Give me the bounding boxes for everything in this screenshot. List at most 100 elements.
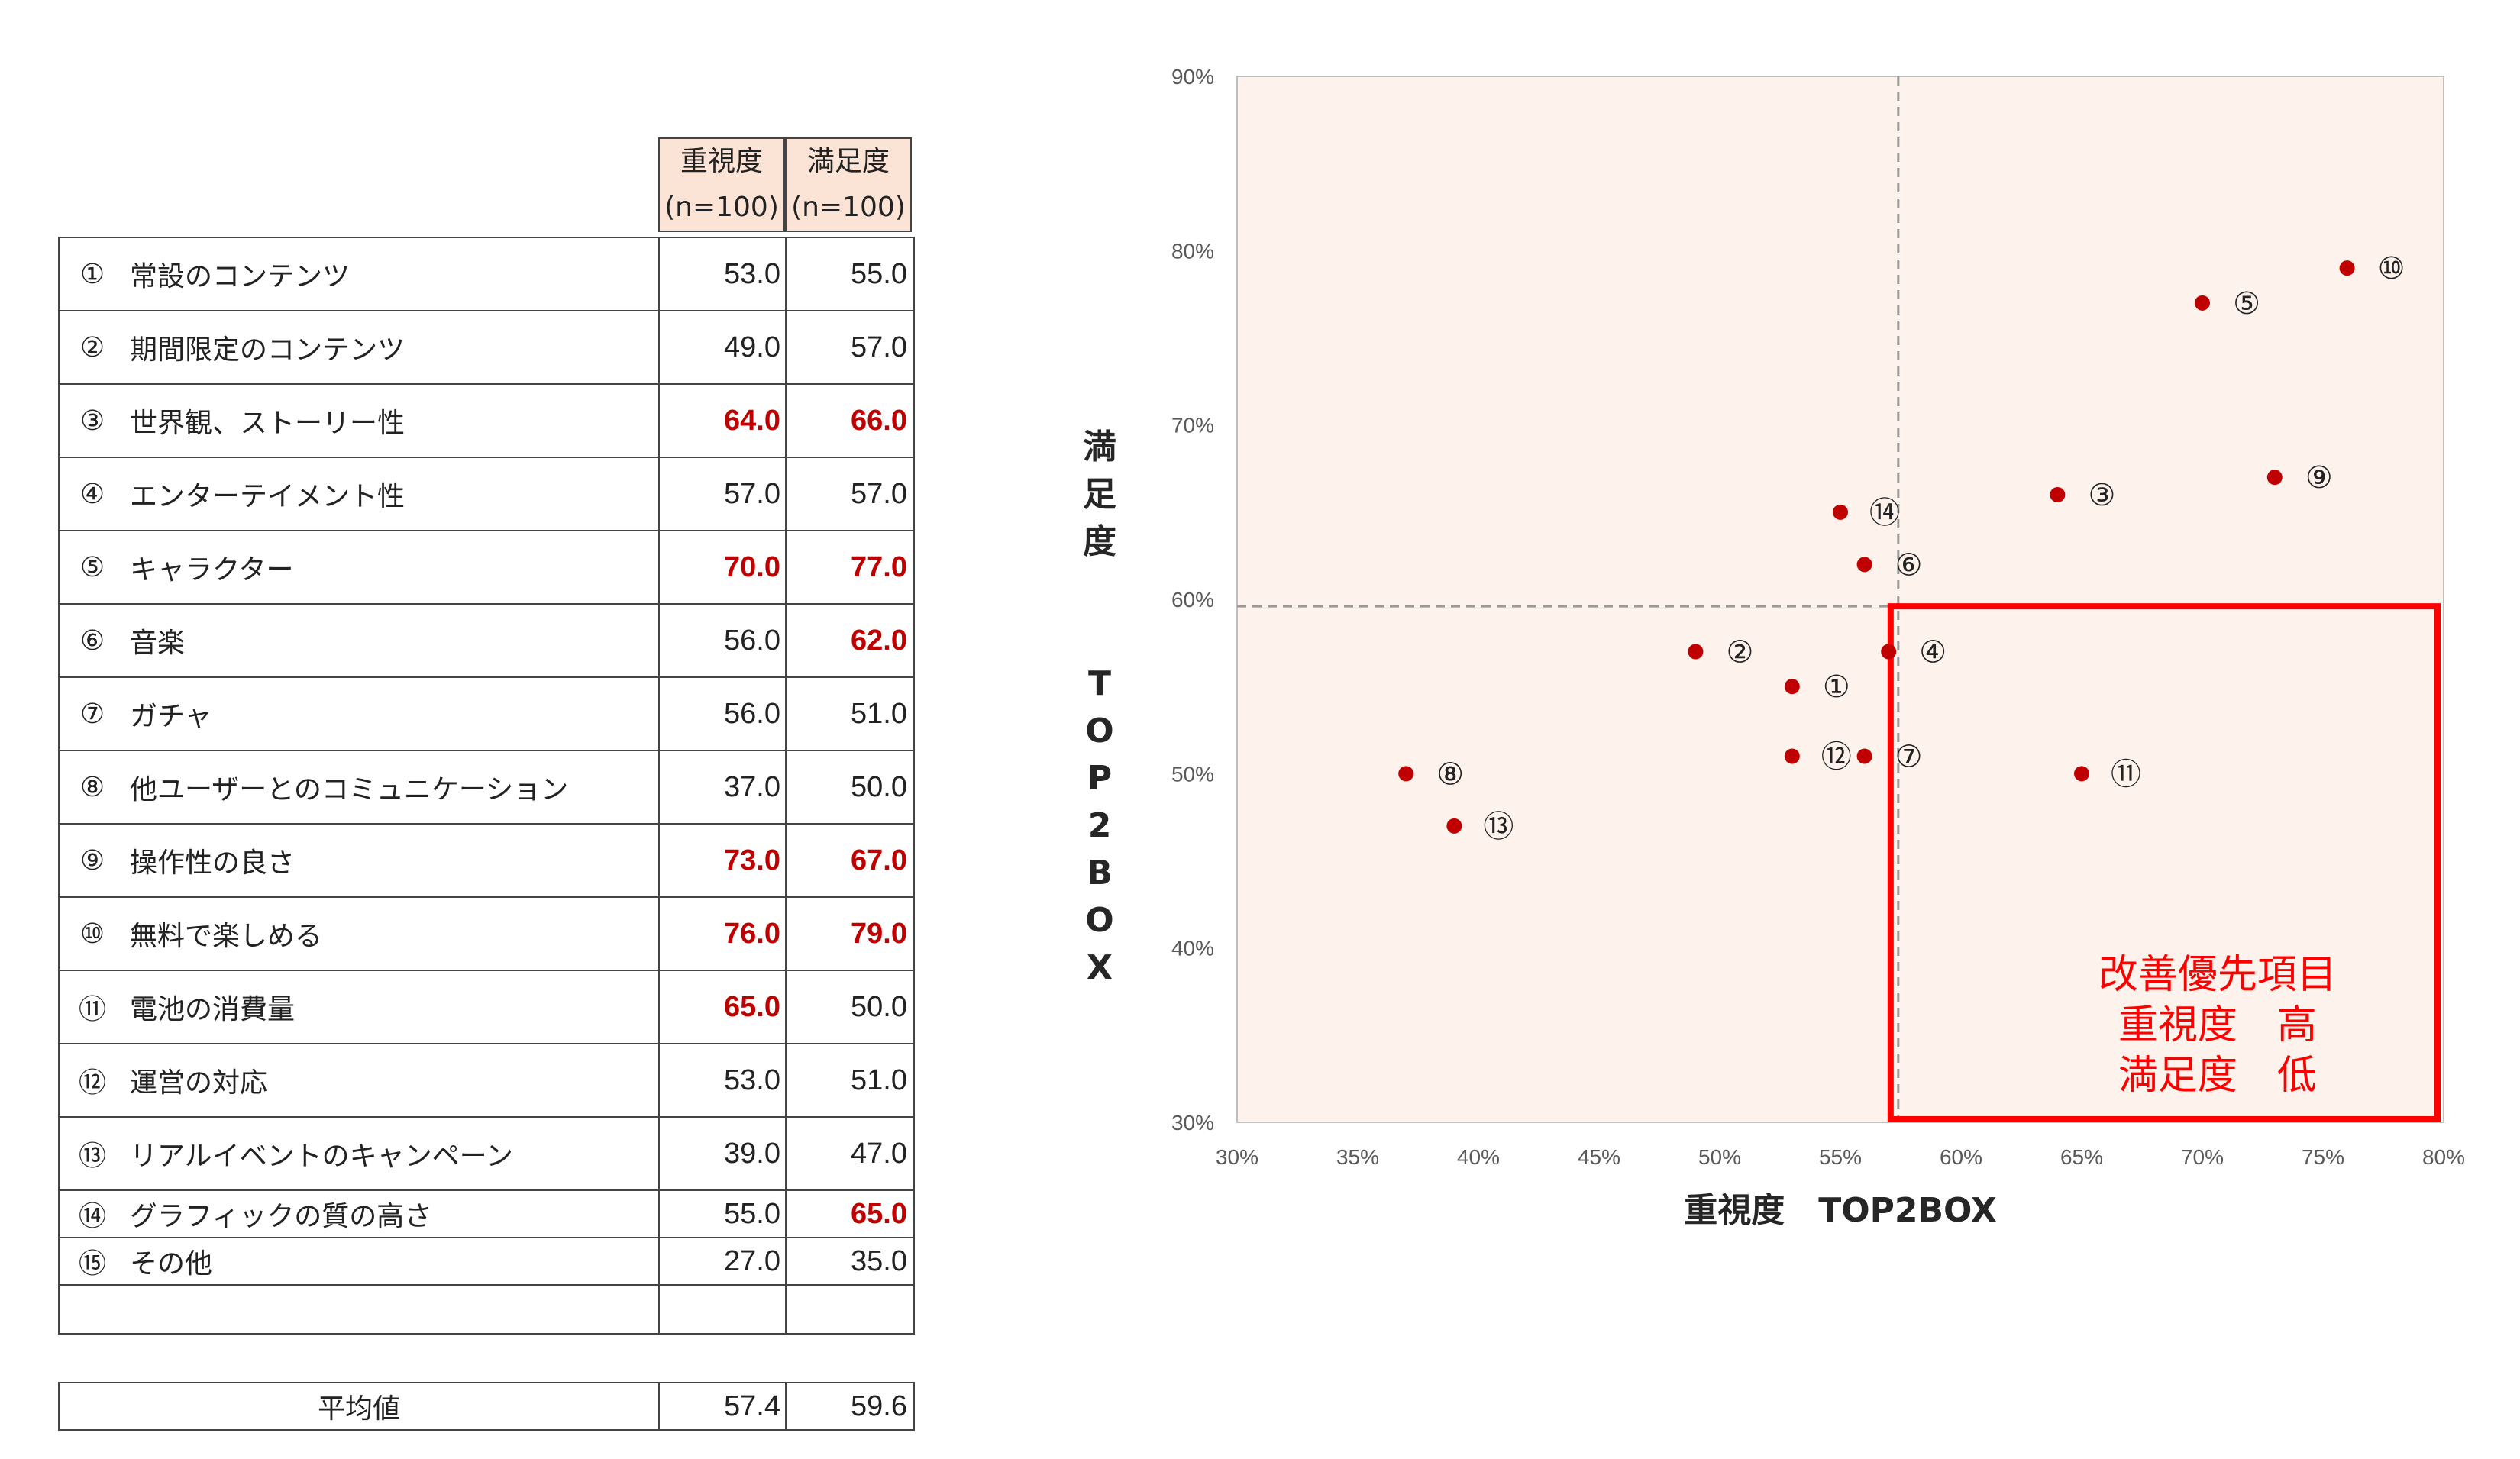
row-name: 電池の消費量 [130, 994, 296, 1025]
row-number: ⑩ [79, 918, 105, 950]
row-name: エンターテイメント性 [130, 481, 405, 512]
row-importance: 53.0 [658, 1044, 785, 1116]
data-point [2074, 766, 2089, 782]
y-tick-label: 50% [1171, 762, 1214, 786]
header-satisfaction-n: (n=100) [791, 192, 906, 223]
row-label: ⑮ その他 [60, 1238, 658, 1284]
x-axis-title: 重視度 TOP2BOX [1684, 1191, 1997, 1230]
table-row: ⑥ 音楽 56.0 62.0 [60, 605, 913, 678]
row-satisfaction: 51.0 [785, 1044, 912, 1116]
y-tick-label: 90% [1171, 65, 1214, 89]
row-name: 無料で楽しめる [130, 921, 323, 952]
table-row: ① 常設のコンテンツ 53.0 55.0 [60, 238, 913, 311]
row-importance: 56.0 [658, 605, 785, 676]
y-axis-title-char: T [1088, 664, 1111, 703]
priority-box [1887, 603, 2441, 1122]
y-axis-title-char: 2 [1088, 806, 1112, 845]
row-satisfaction: 77.0 [785, 531, 912, 603]
table-row: ⑮ その他 27.0 35.0 [60, 1238, 913, 1286]
data-point [2050, 487, 2066, 502]
header-satisfaction: 満足度 (n=100) [785, 137, 912, 232]
point-label: ① [1823, 670, 1850, 705]
x-tick-label: 65% [2060, 1145, 2103, 1169]
table-header: 重視度 (n=100) 満足度 (n=100) [658, 137, 915, 232]
table-row: ⑦ ガチャ 56.0 51.0 [60, 678, 913, 751]
row-satisfaction: 35.0 [785, 1238, 912, 1284]
y-axis-title-char: O [1085, 712, 1113, 750]
row-satisfaction: 50.0 [785, 751, 912, 823]
row-satisfaction: 57.0 [785, 311, 912, 383]
row-satisfaction: 47.0 [785, 1118, 912, 1189]
row-label: ④ エンターテイメント性 [60, 458, 658, 530]
row-satisfaction: 51.0 [785, 678, 912, 750]
average-satisfaction: 59.6 [785, 1383, 912, 1429]
y-axis-title-char: P [1087, 759, 1112, 798]
row-importance: 73.0 [658, 825, 785, 896]
row-label: ② 期間限定のコンテンツ [60, 311, 658, 383]
row-importance: 76.0 [658, 898, 785, 970]
row-label: ⑬ リアルイベントのキャンペーン [60, 1118, 658, 1189]
row-label: ① 常設のコンテンツ [60, 238, 658, 310]
row-importance: 39.0 [658, 1118, 785, 1189]
row-label: ⑨ 操作性の良さ [60, 825, 658, 896]
x-tick-label: 30% [1216, 1145, 1258, 1169]
row-label: ⑭ グラフィックの質の高さ [60, 1191, 658, 1237]
data-point [1784, 748, 1800, 764]
point-label: ⑭ [1869, 495, 1900, 531]
x-tick-label: 80% [2422, 1145, 2465, 1169]
row-satisfaction: 55.0 [785, 238, 912, 310]
point-label: ⑨ [2305, 460, 2333, 495]
row-importance: 56.0 [658, 678, 785, 750]
point-label: ⑦ [1895, 740, 1923, 775]
row-number: ⑬ [78, 1141, 106, 1172]
plot-area [1236, 76, 2444, 1123]
x-tick-label: 60% [1940, 1145, 1982, 1169]
row-name: リアルイベントのキャンペーン [130, 1141, 513, 1172]
data-point [1856, 557, 1872, 573]
point-label: ⑩ [2378, 251, 2405, 286]
row-number: ① [79, 258, 105, 290]
data-point [1688, 644, 1704, 660]
table-row-empty [60, 1286, 913, 1333]
row-label: ⑤ キャラクター [60, 531, 658, 603]
x-tick-label: 75% [2302, 1145, 2344, 1169]
row-name: ガチャ [130, 701, 212, 732]
row-number: ⑧ [79, 771, 105, 803]
row-satisfaction: 67.0 [785, 825, 912, 896]
header-importance: 重視度 (n=100) [658, 137, 785, 232]
row-label: ③ 世界観、ストーリー性 [60, 385, 658, 457]
row-label: ⑫ 運営の対応 [60, 1044, 658, 1116]
row-importance: 37.0 [658, 751, 785, 823]
priority-box-label: 改善優先項目 [2098, 952, 2337, 998]
y-tick-label: 60% [1171, 588, 1214, 612]
y-tick-label: 80% [1171, 239, 1214, 263]
y-axis-title-char [1083, 617, 1116, 656]
table-row: ③ 世界観、ストーリー性 64.0 66.0 [60, 385, 913, 458]
header-satisfaction-title: 満足度 [806, 146, 890, 177]
data-point [1398, 766, 1414, 782]
x-tick-label: 45% [1578, 1145, 1620, 1169]
data-point [1784, 679, 1800, 695]
priority-box-label: 満足度 低 [2118, 1053, 2317, 1099]
row-name: 常設のコンテンツ [130, 261, 351, 292]
row-importance: 57.0 [658, 458, 785, 530]
row-satisfaction: 65.0 [785, 1191, 912, 1237]
row-number: ③ [79, 405, 105, 437]
point-label: ⑤ [2233, 286, 2260, 321]
row-name: 運営の対応 [130, 1067, 268, 1099]
row-importance: 53.0 [658, 238, 785, 310]
row-importance: 70.0 [658, 531, 785, 603]
row-name: キャラクター [130, 554, 294, 586]
row-satisfaction: 62.0 [785, 605, 912, 676]
row-number: ② [79, 331, 105, 363]
x-tick-label: 35% [1336, 1145, 1379, 1169]
point-label: ⑥ [1895, 547, 1923, 583]
point-label: ⑧ [1436, 757, 1464, 792]
row-number: ④ [79, 478, 105, 510]
row-name: 他ユーザーとのコミュニケーション [130, 774, 569, 805]
data-point [1856, 748, 1872, 764]
y-axis-title-char: 度 [1083, 522, 1116, 561]
row-name: 音楽 [130, 628, 186, 659]
row-satisfaction: 79.0 [785, 898, 912, 970]
data-point [1881, 644, 1897, 660]
